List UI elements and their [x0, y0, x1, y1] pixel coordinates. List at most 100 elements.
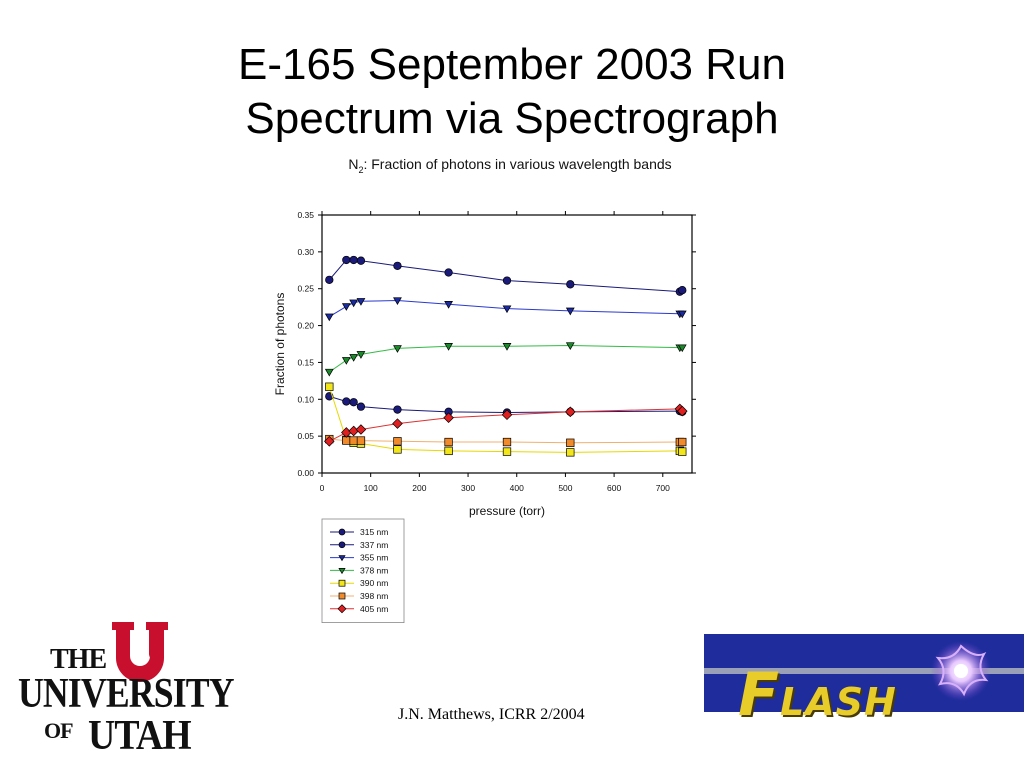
x-tick-label: 600 [607, 483, 621, 493]
legend-marker-315-nm [338, 528, 346, 536]
data-point-355-nm [324, 313, 334, 322]
data-point-390-nm [566, 448, 575, 457]
y-tick-label: 0.35 [297, 210, 314, 220]
data-point-378-nm [502, 343, 512, 351]
y-tick-label: 0.00 [297, 468, 314, 478]
data-point-315-nm [393, 405, 402, 414]
slide-title-line2: Spectrum via Spectrograph [245, 94, 779, 143]
data-point-398-nm [393, 437, 402, 446]
legend-label-378-nm: 378 nm [360, 565, 388, 575]
y-tick-label: 0.30 [297, 247, 314, 257]
data-point-405-nm [348, 425, 359, 437]
data-point-315-nm [349, 398, 358, 407]
data-point-337-nm [393, 261, 402, 271]
data-point-398-nm [566, 438, 575, 447]
data-point-398-nm [342, 436, 351, 445]
data-point-337-nm [325, 275, 334, 285]
legend-marker-405-nm [337, 604, 347, 614]
legend-marker-390-nm [338, 579, 346, 587]
legend-label-405-nm: 405 nm [360, 604, 388, 614]
data-point-390-nm [393, 445, 402, 454]
y-tick-label: 0.25 [297, 284, 314, 294]
legend-marker-355-nm [338, 555, 346, 562]
data-point-398-nm [502, 437, 512, 447]
data-point-337-nm [502, 276, 512, 285]
data-point-378-nm [324, 368, 334, 377]
data-point-355-nm [444, 301, 453, 309]
x-tick-label: 500 [558, 483, 572, 493]
flash-logo: FLASH [704, 634, 1024, 730]
logo-the: THE [50, 644, 107, 675]
starburst-icon [931, 641, 991, 701]
data-point-337-nm [342, 255, 351, 265]
legend-label-315-nm: 315 nm [360, 527, 388, 537]
legend-label-398-nm: 398 nm [360, 591, 388, 601]
legend-label-355-nm: 355 nm [360, 553, 388, 563]
x-tick-label: 300 [461, 483, 475, 493]
legend-marker-337-nm [338, 541, 346, 549]
logo-of: OF [44, 718, 74, 743]
data-point-405-nm [501, 409, 513, 421]
slide-title-line1: E-165 September 2003 Run [238, 40, 786, 89]
x-tick-label: 200 [412, 483, 426, 493]
data-point-355-nm [677, 310, 687, 319]
data-point-355-nm [393, 297, 402, 306]
legend-marker-378-nm [338, 568, 346, 575]
flash-wordmark: FLASH [738, 660, 897, 730]
x-tick-label: 700 [656, 483, 670, 493]
data-point-378-nm [349, 354, 359, 362]
footer-credit: J.N. Matthews, ICRR 2/2004 [398, 706, 585, 723]
data-point-378-nm [444, 343, 453, 351]
data-point-390-nm [325, 382, 334, 391]
y-tick-label: 0.20 [297, 321, 314, 331]
flash-first-letter: F [738, 660, 780, 730]
data-point-355-nm [565, 307, 575, 316]
y-axis-label: Fraction of photons [273, 293, 287, 396]
data-point-405-nm [355, 424, 367, 435]
legend-box [321, 518, 405, 623]
data-point-378-nm [356, 351, 366, 359]
data-point-337-nm [444, 268, 453, 277]
legend-label-390-nm: 390 nm [360, 578, 388, 588]
data-point-315-nm [342, 397, 351, 406]
y-tick-label: 0.10 [297, 394, 314, 404]
data-point-398-nm [349, 436, 358, 445]
series-line-337-nm [328, 259, 683, 293]
logo-university: UNIVERSITY [18, 671, 235, 717]
flash-bar [704, 668, 1024, 674]
x-tick-label: 100 [364, 483, 378, 493]
data-point-405-nm [392, 418, 403, 429]
data-point-378-nm [677, 344, 687, 353]
data-point-398-nm [356, 436, 366, 445]
data-point-405-nm [443, 412, 454, 424]
data-point-405-nm [564, 406, 576, 418]
data-point-390-nm [444, 446, 453, 456]
y-tick-label: 0.15 [297, 357, 314, 367]
data-point-405-nm [324, 436, 335, 447]
data-point-337-nm [356, 256, 366, 265]
series-line-378-nm [329, 344, 683, 373]
x-tick-label: 0 [320, 483, 325, 493]
data-point-355-nm [356, 298, 366, 306]
data-point-405-nm [676, 405, 688, 417]
legend-label-337-nm: 337 nm [360, 540, 388, 550]
data-point-337-nm [678, 286, 687, 295]
data-point-337-nm [349, 255, 358, 265]
data-point-315-nm [356, 402, 366, 411]
data-point-378-nm [565, 342, 575, 350]
slide-title: E-165 September 2003 Run Spectrum via Sp… [0, 38, 1024, 146]
chart-title: N2: Fraction of photons in various wavel… [250, 156, 770, 175]
legend-marker-398-nm [338, 592, 346, 600]
data-point-398-nm [444, 437, 453, 447]
chart-title-text: : Fraction of photons in various wavelen… [363, 156, 672, 172]
data-point-355-nm [502, 305, 512, 314]
x-axis-label: pressure (torr) [469, 504, 545, 518]
plot-frame [321, 214, 693, 474]
data-point-355-nm [341, 303, 351, 311]
data-point-337-nm [566, 280, 575, 289]
block-u-icon [112, 622, 168, 682]
data-point-355-nm [349, 299, 359, 308]
data-point-390-nm [502, 447, 512, 456]
chart-title-prefix: N [348, 156, 359, 172]
